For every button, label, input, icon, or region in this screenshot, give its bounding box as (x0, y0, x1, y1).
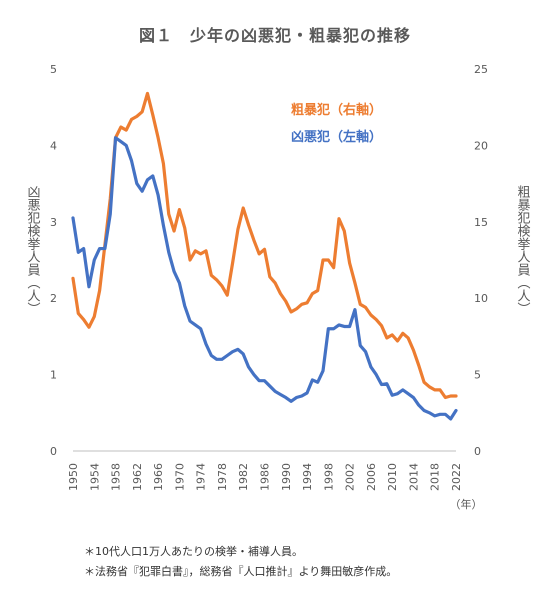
axes: 1950 1954 1958 1962 1966 1970 1974 1978 1982 1986… (50, 63, 488, 491)
y-right-tick-label: 20 (474, 139, 488, 152)
x-tick-label: 2014 (407, 463, 420, 491)
x-tick-label: 1970 (173, 463, 186, 491)
x-tick-label: 1998 (322, 463, 335, 491)
y-left-tick-label: 1 (50, 369, 57, 382)
y-left-tick-label: 0 (50, 445, 57, 458)
y-left-axis-label: 凶悪犯検挙人員（人） (25, 185, 41, 315)
x-tick-label: 1978 (216, 463, 229, 491)
x-tick-label: 1954 (88, 463, 101, 491)
x-tick-label: 1950 (67, 463, 80, 491)
x-tick-label: 2018 (429, 463, 442, 491)
y-left-tick-label: 4 (50, 139, 57, 152)
footnote-2: ＊法務省『犯罪白書』，総務省『人口推計』より舞田敏彦作成。 (84, 565, 398, 578)
x-tick-label: 1962 (131, 463, 144, 491)
y-left-tick-label: 2 (50, 292, 57, 305)
legend-rough-crime: 粗暴犯（右軸） (291, 102, 382, 118)
y-right-tick-label: 10 (474, 292, 488, 305)
y-right-tick-label: 25 (474, 63, 488, 76)
y-left-tick-label: 3 (50, 216, 57, 229)
x-tick-label: 1994 (301, 463, 314, 491)
y-right-axis-label: 粗暴犯検挙人員（人） (515, 185, 531, 315)
x-tick-label: 2002 (344, 463, 357, 491)
x-tick-label: 1958 (110, 463, 123, 491)
x-tick-label: 2022 (450, 463, 463, 491)
y-right-tick-label: 0 (474, 445, 481, 458)
series-line-rough-crime (71, 91, 458, 400)
y-right-tick-label: 15 (474, 216, 488, 229)
x-axis-unit-label: （年） (450, 497, 483, 511)
chart-title: 図１ 少年の凶悪犯・粗暴犯の推移 (138, 26, 411, 45)
series-layer (71, 91, 458, 421)
footnote-1: ＊10代人口1万人あたりの検挙・補導人員。 (84, 545, 303, 558)
legend-violent-crime: 凶悪犯（左軸） (291, 129, 382, 145)
x-tick-label: 2006 (365, 463, 378, 491)
x-tick-label: 1986 (259, 463, 272, 491)
y-left-tick-label: 5 (50, 63, 57, 76)
y-right-tick-label: 5 (474, 369, 481, 382)
x-tick-label: 2010 (386, 463, 399, 491)
x-tick-label: 1966 (152, 463, 165, 491)
x-tick-label: 1990 (280, 463, 293, 491)
x-tick-label: 1974 (195, 463, 208, 491)
series-line-violent-crime (71, 136, 458, 421)
x-tick-label: 1982 (237, 463, 250, 491)
